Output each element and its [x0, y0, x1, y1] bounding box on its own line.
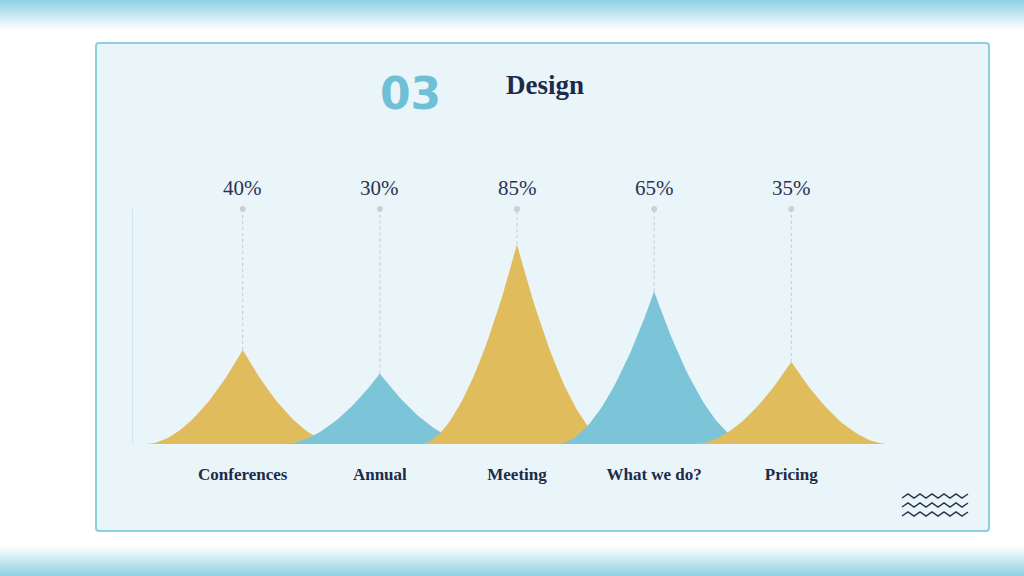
- svg-text:03: 03: [380, 68, 441, 119]
- svg-text:Annual: Annual: [353, 465, 407, 484]
- svg-text:Meeting: Meeting: [487, 465, 547, 484]
- svg-text:Conferences: Conferences: [198, 465, 288, 484]
- svg-text:30%: 30%: [360, 176, 399, 200]
- svg-text:85%: 85%: [498, 176, 537, 200]
- svg-text:40%: 40%: [223, 176, 262, 200]
- svg-text:Design: Design: [506, 70, 584, 100]
- svg-text:35%: 35%: [772, 176, 811, 200]
- svg-text:65%: 65%: [635, 176, 674, 200]
- svg-text:What we do?: What we do?: [606, 465, 701, 484]
- svg-text:Pricing: Pricing: [765, 465, 818, 484]
